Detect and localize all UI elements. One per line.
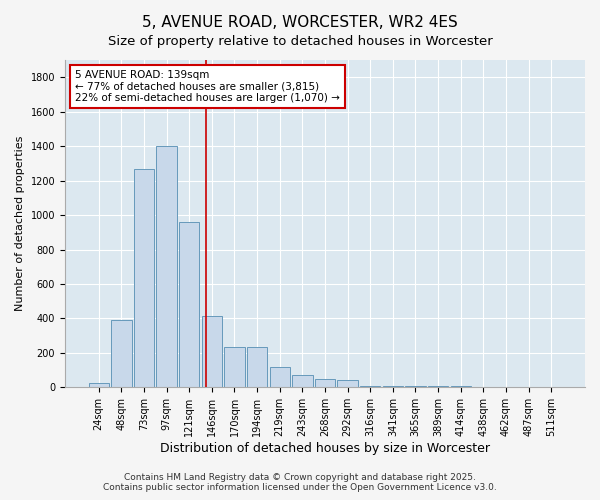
Bar <box>179 222 199 388</box>
Text: 5, AVENUE ROAD, WORCESTER, WR2 4ES: 5, AVENUE ROAD, WORCESTER, WR2 4ES <box>142 15 458 30</box>
Bar <box>428 386 448 388</box>
Bar <box>202 316 222 388</box>
Bar <box>89 383 109 388</box>
Bar <box>315 378 335 388</box>
Bar <box>405 386 425 388</box>
Bar <box>134 170 154 388</box>
Bar <box>111 320 131 388</box>
Bar <box>157 146 177 388</box>
Bar <box>360 386 380 388</box>
Bar <box>269 366 290 388</box>
Text: Contains HM Land Registry data © Crown copyright and database right 2025.
Contai: Contains HM Land Registry data © Crown c… <box>103 473 497 492</box>
X-axis label: Distribution of detached houses by size in Worcester: Distribution of detached houses by size … <box>160 442 490 455</box>
Bar <box>496 387 516 388</box>
Bar <box>224 347 245 388</box>
Bar <box>247 347 267 388</box>
Text: 5 AVENUE ROAD: 139sqm
← 77% of detached houses are smaller (3,815)
22% of semi-d: 5 AVENUE ROAD: 139sqm ← 77% of detached … <box>76 70 340 103</box>
Bar <box>541 387 562 388</box>
Y-axis label: Number of detached properties: Number of detached properties <box>15 136 25 312</box>
Bar <box>383 386 403 388</box>
Bar <box>518 387 539 388</box>
Text: Size of property relative to detached houses in Worcester: Size of property relative to detached ho… <box>107 35 493 48</box>
Bar <box>473 387 493 388</box>
Bar <box>337 380 358 388</box>
Bar <box>292 376 313 388</box>
Bar <box>451 386 471 388</box>
